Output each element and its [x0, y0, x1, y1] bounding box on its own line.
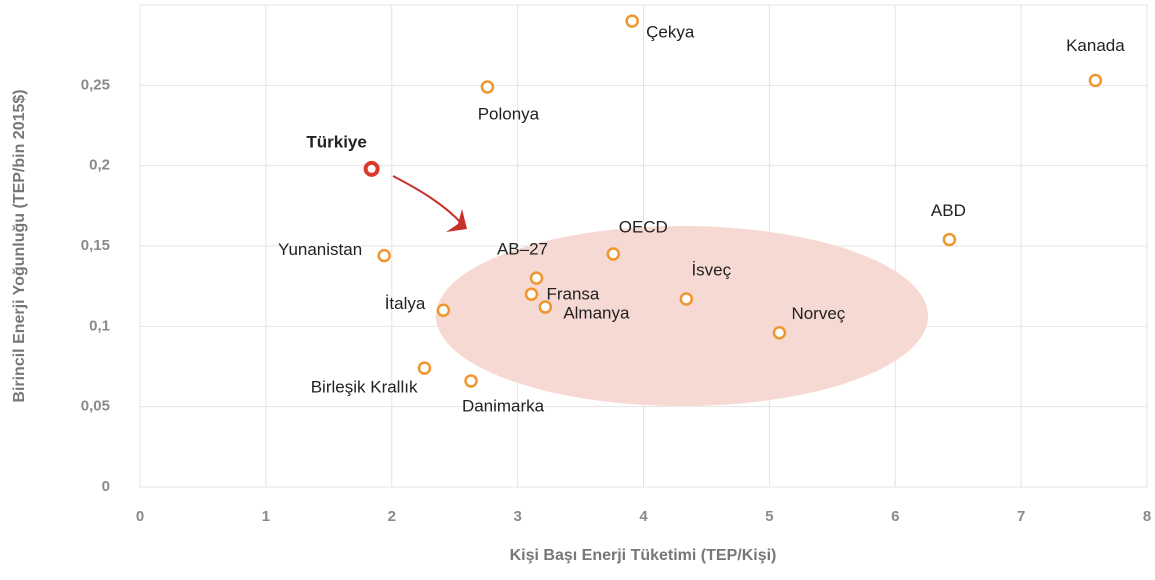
x-axis-title: Kişi Başı Enerji Tüketimi (TEP/Kişi) — [510, 547, 777, 564]
point — [942, 232, 957, 247]
point-label: Polonya — [478, 104, 540, 123]
x-tick-label: 6 — [891, 508, 899, 525]
point — [772, 326, 787, 340]
point-label: Birleşik Krallık — [311, 378, 418, 397]
point — [436, 303, 451, 318]
point-label: Almanya — [563, 304, 630, 323]
point-label: İtalya — [385, 294, 426, 313]
x-tick-label: 0 — [136, 508, 144, 525]
point — [464, 374, 478, 388]
point — [1088, 73, 1103, 88]
point-label: Kanada — [1066, 36, 1125, 55]
point — [679, 292, 694, 306]
point — [529, 271, 544, 285]
point-label: AB–27 — [497, 240, 548, 259]
point-label: İsveç — [691, 261, 731, 280]
x-tick-label: 7 — [1017, 508, 1025, 525]
point-label: Türkiye — [306, 132, 366, 151]
point — [417, 361, 432, 375]
point — [538, 300, 553, 314]
x-tick-label: 4 — [639, 508, 648, 525]
point-label: Çekya — [646, 23, 695, 42]
point — [606, 247, 621, 261]
arrow-head — [446, 209, 467, 232]
points: Çekya Kanada Polonya Türkiye ABD OECD Yunanist… — [278, 14, 1125, 415]
point-label: OECD — [619, 218, 668, 237]
y-tick-label: 0,1 — [89, 317, 110, 334]
y-axis-title: Birincil Enerji Yoğunluğu (TEP/bin 2015$… — [11, 89, 28, 402]
arrow — [392, 175, 463, 225]
y-tick-label: 0,25 — [81, 76, 110, 93]
point — [524, 287, 539, 301]
point — [480, 80, 495, 94]
point — [377, 248, 391, 263]
point — [625, 14, 639, 28]
y-tick-label: 0,05 — [81, 398, 110, 415]
x-tick-label: 8 — [1143, 508, 1151, 525]
y-tick-label: 0,15 — [81, 237, 110, 254]
x-tick-label: 1 — [262, 508, 270, 525]
point-label: Fransa — [546, 285, 599, 304]
y-tick-label: 0 — [102, 478, 110, 495]
x-tick-label: 3 — [513, 508, 521, 525]
x-tick-label: 2 — [388, 508, 396, 525]
point — [363, 160, 380, 177]
point-label: Norveç — [791, 304, 845, 323]
x-tick-label: 5 — [765, 508, 773, 525]
highlight-ellipse — [436, 226, 928, 406]
y-tick-label: 0,2 — [89, 157, 110, 174]
point-label: ABD — [931, 201, 966, 220]
point-label: Danimarka — [462, 396, 545, 415]
point-label: Yunanistan — [278, 240, 362, 259]
